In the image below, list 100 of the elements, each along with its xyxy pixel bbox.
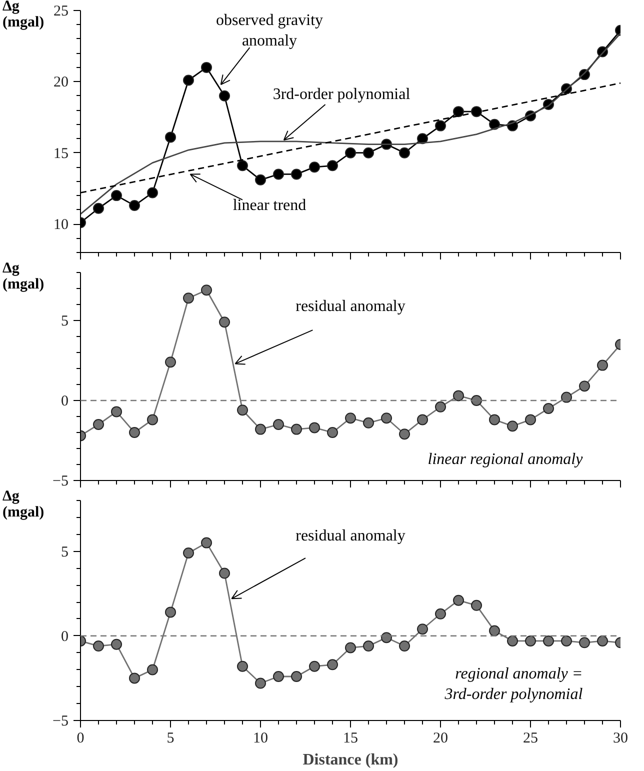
point	[399, 640, 410, 652]
point	[435, 120, 446, 132]
point	[93, 202, 104, 214]
x-tick-label: 15	[343, 730, 358, 746]
x-axis-title: Distance (km)	[302, 752, 398, 768]
y-tick-label: 0	[61, 628, 68, 645]
annotation: residual anomaly	[296, 298, 406, 316]
point	[417, 624, 428, 635]
point	[417, 414, 428, 426]
point	[435, 608, 446, 620]
point	[507, 420, 518, 432]
point	[381, 412, 392, 424]
annotation: residual anomaly	[296, 528, 406, 545]
y-tick-label: 10	[54, 217, 68, 234]
y-axis-title: Δg (mgal)	[2, 260, 44, 292]
point	[579, 380, 590, 392]
point	[129, 427, 140, 438]
point	[345, 642, 356, 654]
point	[255, 424, 266, 435]
point	[453, 594, 464, 606]
point	[147, 414, 158, 426]
point	[93, 640, 104, 652]
y-axis-title: Δg (mgal)	[2, 0, 44, 30]
point	[597, 360, 608, 371]
y-tick-label: 5	[61, 544, 68, 560]
y-tick-label: −5	[52, 474, 69, 490]
point	[453, 390, 464, 402]
annotation: 3rd-order polynomial	[272, 86, 411, 103]
point	[543, 635, 554, 646]
point	[291, 671, 302, 682]
y-tick-label: 25	[54, 4, 68, 20]
point	[111, 190, 122, 202]
point	[471, 395, 482, 406]
point	[219, 568, 230, 579]
point	[291, 168, 302, 180]
point	[201, 537, 212, 548]
point	[471, 106, 482, 118]
point	[219, 90, 230, 102]
point	[273, 168, 284, 180]
point	[201, 284, 212, 296]
point	[489, 414, 500, 426]
point	[507, 635, 518, 646]
point	[111, 638, 122, 650]
point	[363, 417, 374, 428]
point	[489, 625, 500, 636]
point	[165, 132, 176, 143]
point	[273, 419, 284, 430]
point	[237, 404, 248, 416]
point	[147, 187, 158, 198]
point	[327, 659, 338, 670]
point	[327, 427, 338, 438]
point	[111, 406, 122, 418]
x-tick-label: 30	[613, 730, 628, 746]
point	[309, 422, 320, 434]
annotation: linear trend	[232, 196, 306, 214]
point	[201, 62, 212, 73]
point	[597, 635, 608, 646]
point	[345, 412, 356, 424]
point	[363, 640, 374, 652]
annotation: regional anomaly = 3rd-order polynomial	[444, 666, 584, 703]
point	[237, 660, 248, 672]
point	[543, 403, 554, 414]
point	[309, 162, 320, 173]
point	[255, 678, 266, 689]
x-tick-label: 20	[433, 730, 448, 746]
point	[165, 606, 176, 618]
y-tick-label: 0	[61, 394, 68, 410]
point	[129, 672, 140, 684]
point	[399, 428, 410, 440]
point	[291, 424, 302, 435]
point	[579, 637, 590, 648]
point	[327, 160, 338, 172]
point	[381, 632, 392, 644]
point	[399, 147, 410, 158]
point	[147, 664, 158, 676]
point	[93, 419, 104, 430]
x-tick-label: 25	[523, 730, 538, 746]
annotation: observed gravity anomaly	[216, 12, 324, 50]
point	[417, 133, 428, 144]
point	[255, 174, 266, 186]
point	[183, 292, 194, 304]
point	[219, 316, 230, 328]
x-tick-label: 5	[166, 730, 174, 746]
point	[561, 635, 572, 646]
y-tick-label: 20	[54, 74, 68, 91]
point	[561, 392, 572, 403]
point	[345, 147, 356, 158]
y-axis-title: Δg (mgal)	[2, 488, 44, 520]
x-tick-label: 0	[76, 730, 84, 746]
point	[183, 547, 194, 558]
x-tick-label: 10	[253, 730, 268, 746]
point	[183, 74, 194, 86]
point	[273, 671, 284, 682]
point	[309, 660, 320, 672]
point	[453, 106, 464, 118]
point	[471, 600, 482, 611]
point	[129, 200, 140, 212]
point	[525, 414, 536, 426]
y-tick-label: −5	[52, 714, 69, 730]
point	[435, 401, 446, 412]
